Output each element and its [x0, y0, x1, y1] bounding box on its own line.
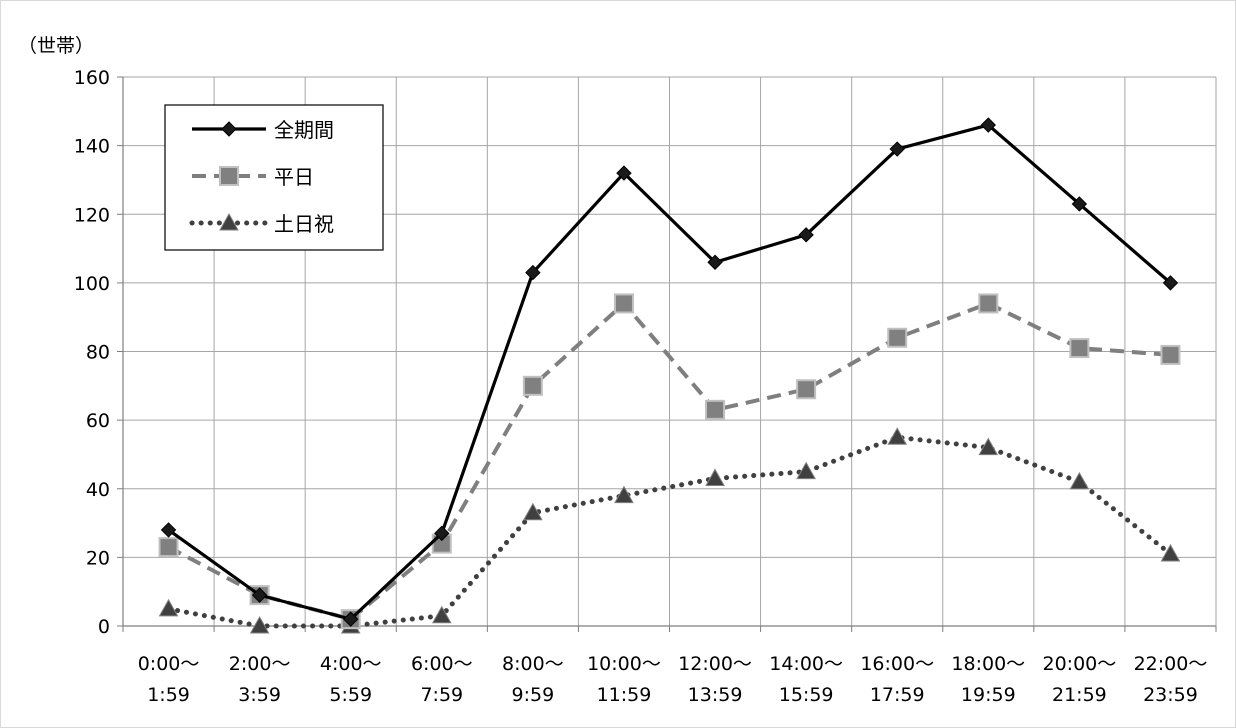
x-tick-label-5-line2: 11:59 [597, 684, 652, 706]
x-tick-label-8-line1: 16:00〜 [860, 653, 934, 675]
x-tick-label-4-line1: 8:00〜 [502, 653, 564, 675]
x-tick-label-6-line1: 12:00〜 [678, 653, 752, 675]
series-0-point-9 [980, 117, 996, 133]
y-axis-unit-label: （世帯） [18, 35, 94, 57]
series-1-point-0 [158, 537, 179, 558]
series-2-point-7 [796, 461, 816, 480]
x-tick-label-3-line2: 7:59 [420, 684, 463, 706]
x-tick-label-7-line1: 14:00〜 [769, 653, 843, 675]
series-2-point-4 [523, 502, 543, 521]
series-0-point-5 [616, 165, 632, 181]
series-0-point-2 [343, 611, 359, 627]
y-tick-label-1: 20 [86, 547, 110, 569]
series-group [158, 117, 1181, 634]
x-tick-label-2-line1: 4:00〜 [320, 653, 382, 675]
x-tick-label-11-line2: 23:59 [1143, 684, 1198, 706]
x-tick-label-1-line1: 2:00〜 [229, 653, 291, 675]
series-0 [160, 117, 1179, 627]
x-tick-label-8-line2: 17:59 [870, 684, 925, 706]
x-tick-label-7-line2: 15:59 [779, 684, 834, 706]
series-1-point-5 [613, 293, 634, 314]
series-0-point-3 [434, 525, 450, 542]
series-2-point-11 [1160, 543, 1181, 562]
x-tick-label-0-line2: 1:59 [147, 684, 190, 706]
y-tick-label-7: 140 [74, 136, 110, 158]
x-tick-label-6-line2: 13:59 [688, 684, 743, 706]
x-tick-label-11-line1: 22:00〜 [1134, 653, 1208, 675]
y-tick-labels: 0 20 40 60 80 100 120 140 160 [74, 67, 110, 638]
series-1-point-10 [1069, 338, 1090, 359]
legend-swatch-marker-1 [219, 166, 239, 186]
series-0-point-4 [525, 264, 541, 281]
x-tick-label-0-line1: 0:00〜 [138, 653, 200, 675]
x-tick-label-1-line2: 3:59 [238, 684, 281, 706]
x-tick-label-4-line2: 9:59 [512, 684, 555, 706]
x-tick-label-10-line1: 20:00〜 [1042, 653, 1116, 675]
series-2-point-3 [431, 605, 452, 624]
series-2-point-1 [249, 615, 270, 634]
legend-swatch-marker-0 [221, 121, 237, 137]
x-tick-labels: 0:00〜 1:59 2:00〜 3:59 4:00〜 5:59 6:00〜 7:59 8:00… [138, 653, 1208, 706]
series-1-point-8 [887, 327, 908, 348]
series-2-point-5 [614, 485, 634, 504]
x-tick-label-5-line1: 10:00〜 [587, 653, 661, 675]
x-tick-label-9-line1: 18:00〜 [951, 653, 1025, 675]
series-1-point-9 [978, 293, 999, 314]
y-tick-label-5: 100 [74, 273, 110, 295]
y-tick-label-0: 0 [98, 616, 110, 638]
series-2-point-10 [1069, 471, 1090, 490]
y-tick-label-3: 60 [86, 410, 110, 432]
y-tick-label-6: 120 [74, 204, 110, 226]
x-tick-label-2-line2: 5:59 [329, 684, 372, 706]
series-2-point-0 [158, 598, 179, 617]
y-tick-label-4: 80 [86, 342, 110, 364]
series-0-point-8 [889, 141, 905, 157]
y-tick-label-2: 40 [86, 479, 110, 501]
x-tick-label-3-line1: 6:00〜 [411, 653, 473, 675]
series-1-point-6 [705, 399, 726, 420]
series-0-point-0 [160, 522, 177, 538]
series-1-point-7 [796, 379, 817, 400]
y-tick-label-8: 160 [74, 67, 110, 89]
series-2-point-6 [705, 468, 725, 486]
series-0-point-6 [707, 254, 723, 270]
series-0-line [167, 123, 1172, 621]
series-1-point-4 [522, 375, 543, 396]
series-2-point-8 [887, 427, 908, 445]
legend-swatch-marker-2 [219, 212, 239, 231]
legend-label-2: 土日祝 [274, 212, 334, 236]
series-0-point-11 [1162, 275, 1179, 291]
series-0-point-7 [798, 227, 814, 243]
series-2-point-9 [978, 437, 999, 456]
series-1-point-11 [1160, 344, 1181, 365]
series-0-point-1 [251, 587, 268, 603]
x-tick-label-9-line2: 19:59 [961, 684, 1016, 706]
series-0-point-10 [1071, 196, 1088, 212]
legend-label-0: 全期間 [274, 118, 334, 142]
legend-label-1: 平日 [274, 165, 314, 189]
x-tick-label-10-line2: 21:59 [1052, 684, 1107, 706]
